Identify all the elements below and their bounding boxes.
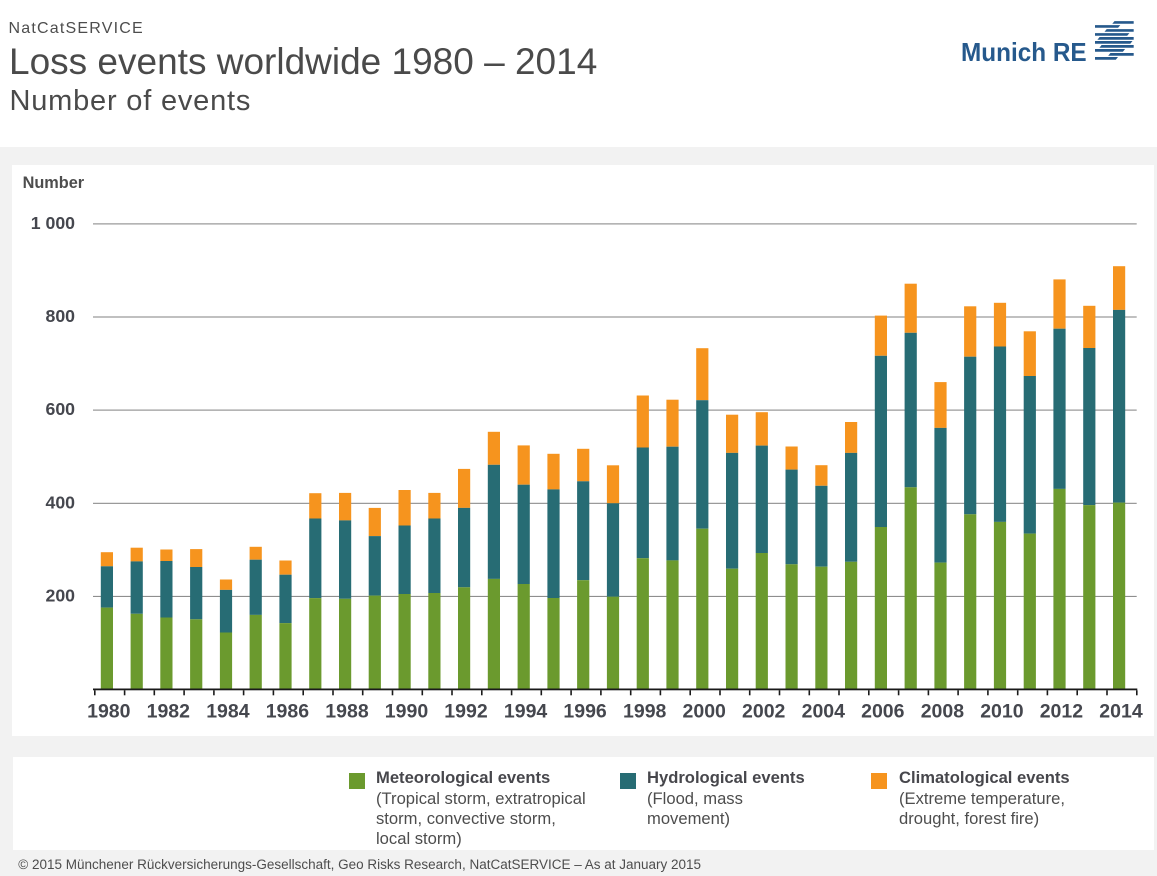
svg-text:1984: 1984	[206, 701, 250, 723]
svg-text:1986: 1986	[266, 701, 310, 723]
svg-text:2000: 2000	[683, 701, 727, 723]
svg-text:2014: 2014	[1099, 701, 1143, 723]
svg-text:1990: 1990	[385, 701, 429, 723]
svg-text:1980: 1980	[87, 701, 131, 723]
svg-text:2008: 2008	[921, 701, 965, 723]
svg-text:1996: 1996	[563, 701, 607, 723]
svg-text:2002: 2002	[742, 701, 786, 723]
svg-text:1992: 1992	[444, 701, 488, 723]
svg-text:1988: 1988	[325, 701, 369, 723]
svg-text:800: 800	[45, 306, 75, 326]
svg-text:2012: 2012	[1040, 701, 1084, 723]
svg-text:1 000: 1 000	[31, 213, 75, 233]
svg-text:600: 600	[45, 399, 75, 419]
svg-text:1998: 1998	[623, 701, 667, 723]
svg-text:200: 200	[45, 585, 75, 605]
svg-text:2006: 2006	[861, 701, 905, 723]
svg-text:400: 400	[45, 492, 75, 512]
svg-text:1994: 1994	[504, 701, 548, 723]
svg-text:1982: 1982	[147, 701, 191, 723]
svg-text:2010: 2010	[980, 701, 1024, 723]
svg-text:2004: 2004	[802, 701, 846, 723]
